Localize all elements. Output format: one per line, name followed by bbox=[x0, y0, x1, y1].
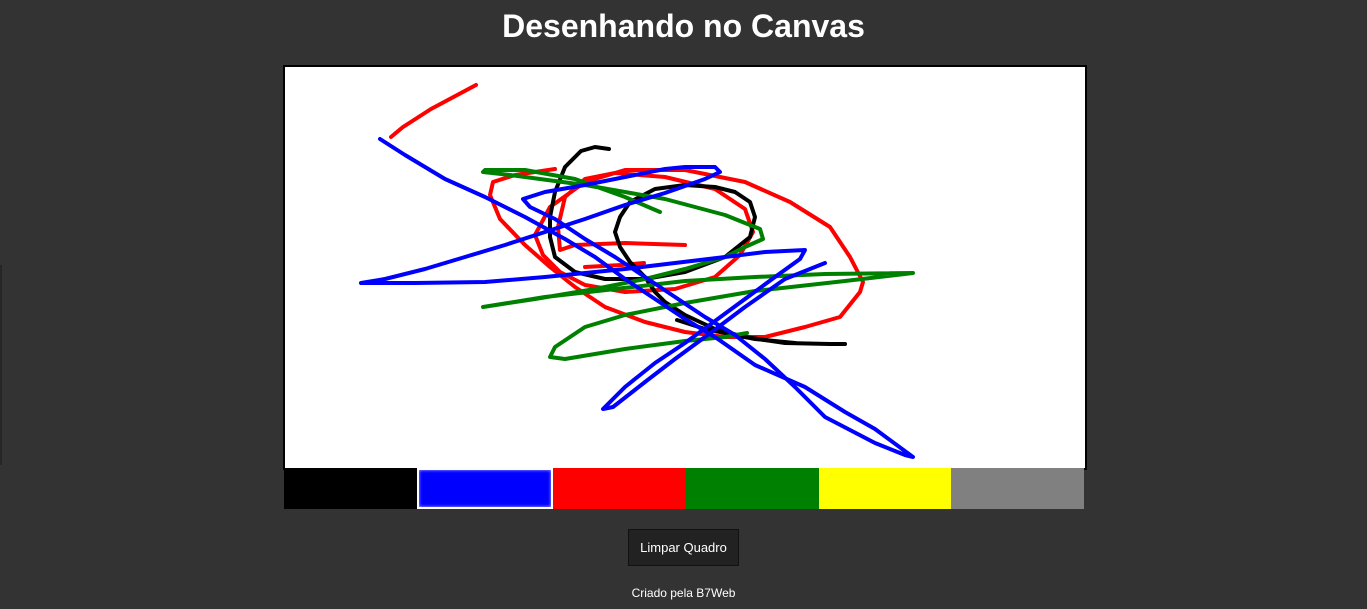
window-edge bbox=[0, 265, 2, 465]
color-swatch-red[interactable] bbox=[553, 468, 687, 509]
drawing-surface[interactable] bbox=[285, 67, 1085, 468]
color-swatch-gray[interactable] bbox=[951, 468, 1085, 509]
color-palette bbox=[284, 468, 1085, 509]
color-swatch-yellow[interactable] bbox=[818, 468, 952, 509]
color-swatch-green[interactable] bbox=[686, 468, 819, 509]
stroke-red-1 bbox=[389, 83, 478, 139]
stroke-red-3 bbox=[583, 261, 646, 269]
page-title: Desenhando no Canvas bbox=[502, 8, 865, 44]
stroke-blue-1 bbox=[359, 137, 915, 459]
color-swatch-blue[interactable] bbox=[416, 468, 554, 509]
drawing-canvas[interactable] bbox=[283, 65, 1087, 470]
footer-credit: Criado pela B7Web bbox=[631, 586, 736, 600]
stroke-black-1 bbox=[548, 145, 847, 346]
color-swatch-black[interactable] bbox=[284, 468, 417, 509]
clear-canvas-button[interactable]: Limpar Quadro bbox=[628, 529, 739, 566]
stroke-green-1 bbox=[481, 168, 915, 361]
